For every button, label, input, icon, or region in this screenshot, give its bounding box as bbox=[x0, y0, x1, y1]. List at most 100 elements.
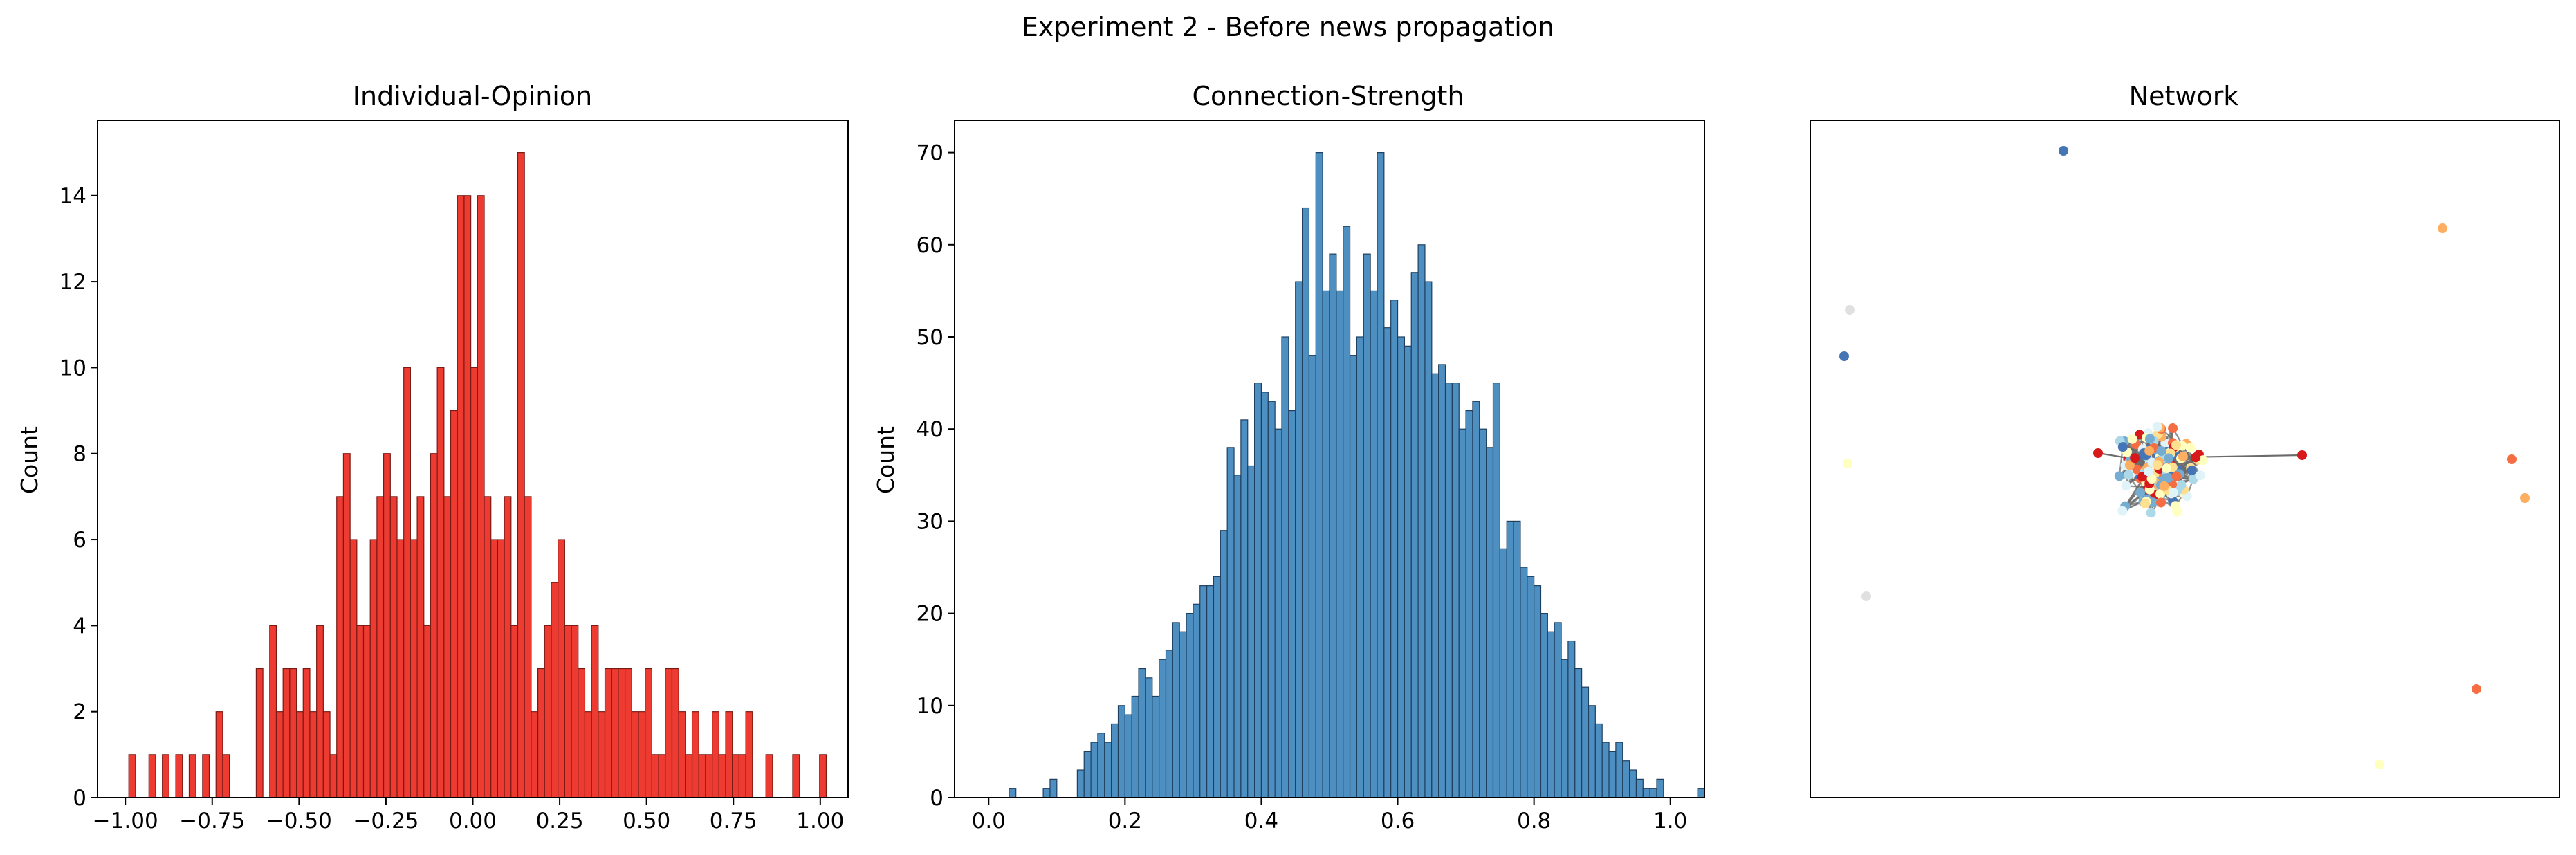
strength-bar bbox=[1186, 613, 1194, 798]
opinion-bar bbox=[497, 539, 505, 798]
strength-bar bbox=[1397, 336, 1405, 798]
network-node bbox=[2132, 464, 2142, 475]
opinion-bar bbox=[611, 668, 619, 798]
strength-bar bbox=[1472, 401, 1480, 798]
network-node bbox=[2156, 446, 2166, 457]
strength-bar bbox=[1213, 576, 1221, 798]
network-chart-title: Network bbox=[2129, 81, 2239, 111]
opinion-chart-title: Individual-Opinion bbox=[353, 81, 592, 111]
strength-x-tick-label: 1.0 bbox=[1653, 809, 1687, 834]
strength-x-tick-label: 0.0 bbox=[972, 809, 1006, 834]
opinion-bar bbox=[148, 754, 156, 798]
network-node bbox=[2135, 488, 2146, 498]
network-node bbox=[2191, 452, 2201, 463]
strength-y-tick-label: 40 bbox=[917, 417, 944, 442]
network-node bbox=[2187, 465, 2197, 475]
opinion-bar bbox=[712, 711, 719, 798]
network-node bbox=[2507, 454, 2517, 464]
strength-bar bbox=[1247, 465, 1255, 798]
opinion-bar bbox=[792, 754, 800, 798]
opinion-bar bbox=[598, 711, 606, 798]
opinion-bar bbox=[745, 711, 753, 798]
network-node bbox=[2375, 760, 2384, 769]
network-node bbox=[2093, 448, 2103, 458]
opinion-bar bbox=[450, 410, 458, 798]
opinion-y-tick-label: 2 bbox=[73, 700, 86, 725]
strength-bar bbox=[1649, 788, 1657, 798]
opinion-bar bbox=[604, 668, 612, 798]
opinion-bar bbox=[369, 539, 378, 798]
opinion-bar bbox=[309, 711, 318, 798]
strength-chart-title: Connection-Strength bbox=[1192, 81, 1464, 111]
strength-bar bbox=[1492, 383, 1500, 798]
opinion-bar bbox=[564, 625, 572, 798]
strength-bar bbox=[1152, 695, 1160, 798]
network-axes-frame bbox=[1810, 120, 2560, 798]
opinion-bar bbox=[732, 754, 740, 798]
opinion-bar bbox=[671, 668, 679, 798]
strength-bar bbox=[1451, 383, 1460, 798]
opinion-bar bbox=[531, 711, 539, 798]
opinion-bar bbox=[819, 754, 827, 798]
strength-bar bbox=[1574, 668, 1583, 798]
strength-bar bbox=[1424, 281, 1433, 798]
opinion-bar bbox=[524, 496, 532, 798]
strength-bar bbox=[1076, 769, 1085, 798]
strength-bar bbox=[1615, 742, 1623, 798]
opinion-x-tick-label: −1.00 bbox=[93, 809, 158, 834]
strength-y-tick-label: 70 bbox=[917, 141, 944, 166]
network-node bbox=[2297, 450, 2307, 460]
strength-bar bbox=[1527, 576, 1535, 798]
network-node bbox=[2117, 442, 2128, 452]
opinion-bar bbox=[470, 367, 478, 798]
strength-bar bbox=[1315, 152, 1323, 798]
opinion-y-tick-label: 6 bbox=[73, 528, 86, 553]
strength-bar bbox=[1547, 631, 1555, 798]
network-node bbox=[2171, 501, 2181, 511]
strength-bar bbox=[1506, 520, 1514, 798]
opinion-bar bbox=[517, 152, 525, 798]
opinion-bar bbox=[457, 195, 465, 798]
network-node bbox=[2121, 481, 2131, 491]
opinion-bar bbox=[725, 711, 733, 798]
strength-bar bbox=[1390, 300, 1399, 798]
strength-bar bbox=[1629, 769, 1637, 798]
opinion-bar bbox=[403, 367, 411, 798]
opinion-x-tick-label: 1.00 bbox=[796, 809, 844, 834]
network-node bbox=[2472, 684, 2481, 694]
opinion-bar bbox=[510, 625, 519, 798]
opinion-histogram-panel: Individual-Opinion Count −1.00 −0.75 −0.50… bbox=[16, 81, 849, 834]
opinion-y-tick-label: 0 bbox=[73, 786, 86, 811]
strength-bar bbox=[1090, 742, 1098, 798]
network-node bbox=[2152, 460, 2162, 470]
opinion-bar bbox=[282, 668, 291, 798]
opinion-bar bbox=[658, 754, 666, 798]
strength-bar bbox=[1083, 751, 1092, 798]
opinion-x-tick-label: 0.50 bbox=[623, 809, 670, 834]
strength-bar bbox=[1124, 714, 1132, 798]
opinion-bar bbox=[638, 711, 646, 798]
strength-bar bbox=[1410, 272, 1419, 798]
opinion-bar bbox=[436, 367, 445, 798]
network-node bbox=[2159, 481, 2169, 491]
opinion-x-tick-label: −0.75 bbox=[179, 809, 245, 834]
strength-bar bbox=[1226, 447, 1235, 798]
network-node bbox=[2144, 434, 2155, 444]
network-node bbox=[2178, 452, 2188, 462]
network-node bbox=[2185, 443, 2196, 453]
strength-bar bbox=[1206, 585, 1215, 798]
opinion-x-tick-label: 0.25 bbox=[536, 809, 584, 834]
opinion-bar bbox=[584, 711, 592, 798]
strength-bar bbox=[1240, 419, 1249, 798]
opinion-bar bbox=[698, 754, 706, 798]
opinion-bar bbox=[645, 668, 652, 798]
strength-bar bbox=[1179, 631, 1187, 798]
strength-bar bbox=[1104, 742, 1112, 798]
network-node bbox=[2124, 470, 2134, 480]
opinion-bar bbox=[430, 453, 438, 798]
strength-bar bbox=[1308, 355, 1316, 798]
opinion-bar bbox=[356, 625, 365, 798]
strength-bar bbox=[1601, 742, 1610, 798]
figure-title: Experiment 2 - Before news propagation bbox=[1022, 12, 1554, 42]
